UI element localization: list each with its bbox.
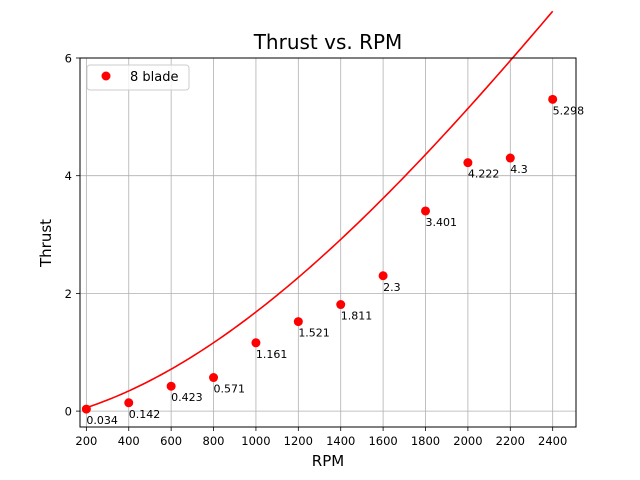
legend-box xyxy=(86,64,190,91)
data-point-400 xyxy=(124,398,134,408)
x-tick-label-2400: 2400 xyxy=(538,434,567,448)
data-label-800: 0.571 xyxy=(214,383,246,396)
x-tick-label-600: 600 xyxy=(160,434,182,448)
y-axis-ticks: 0 2 4 6 xyxy=(65,52,80,419)
data-label-2000: 4.222 xyxy=(468,168,500,181)
data-point-1600 xyxy=(378,271,388,281)
data-point-2000 xyxy=(463,158,473,168)
x-tick-label-1600: 1600 xyxy=(368,434,397,448)
x-tick-label-1400: 1400 xyxy=(326,434,355,448)
x-tick-label-1800: 1800 xyxy=(411,434,440,448)
data-label-400: 0.142 xyxy=(129,408,161,421)
data-point-200 xyxy=(81,404,91,414)
data-point-1000 xyxy=(251,338,261,348)
data-point-2400 xyxy=(548,94,558,104)
fit-curve xyxy=(86,10,554,409)
data-label-1800: 3.401 xyxy=(426,216,458,229)
data-point-1200 xyxy=(293,317,303,327)
data-point-800 xyxy=(209,373,219,383)
y-tick-label-6: 6 xyxy=(65,52,72,66)
data-point-1400 xyxy=(336,300,346,310)
x-tick-label-200: 200 xyxy=(75,434,97,448)
x-tick-label-2000: 2000 xyxy=(453,434,482,448)
fit-curve-group xyxy=(86,10,554,409)
data-point-2200 xyxy=(505,153,515,163)
data-label-2200: 4.3 xyxy=(510,163,528,176)
data-label-200: 0.034 xyxy=(86,414,118,427)
data-label-600: 0.423 xyxy=(171,391,203,404)
data-label-1200: 1.521 xyxy=(298,327,330,340)
x-axis-ticks: 200 400 600 800 1000 1200 1400 1600 1800 2000 2200… xyxy=(75,427,567,448)
x-tick-label-1000: 1000 xyxy=(241,434,270,448)
x-tick-label-2200: 2200 xyxy=(496,434,525,448)
y-tick-label-0: 0 xyxy=(65,405,72,419)
plot-frame xyxy=(79,57,577,428)
chart-title: Thrust vs. RPM xyxy=(253,30,403,54)
y-tick-label-2: 2 xyxy=(65,287,72,301)
x-tick-label-400: 400 xyxy=(118,434,140,448)
grid-lines xyxy=(80,57,576,427)
legend-label-8-blade: 8 blade xyxy=(130,70,178,85)
data-label-1400: 1.811 xyxy=(341,310,373,323)
data-label-2400: 5.298 xyxy=(553,104,585,117)
legend: 8 blade xyxy=(86,64,190,91)
data-label-1600: 2.3 xyxy=(383,281,401,294)
data-labels-group: 0.034 0.142 0.423 0.571 1.161 1.521 1.811 2.3 3.… xyxy=(86,104,584,427)
y-tick-label-4: 4 xyxy=(65,169,72,183)
data-points-group xyxy=(81,94,558,414)
data-point-1800 xyxy=(421,206,431,216)
x-axis-label: RPM xyxy=(312,452,344,470)
data-point-600 xyxy=(166,381,176,391)
x-tick-label-800: 800 xyxy=(203,434,225,448)
data-label-1000: 1.161 xyxy=(256,348,288,361)
legend-marker xyxy=(101,71,111,81)
x-tick-label-1200: 1200 xyxy=(284,434,313,448)
y-axis-label: Thrust xyxy=(37,219,55,268)
